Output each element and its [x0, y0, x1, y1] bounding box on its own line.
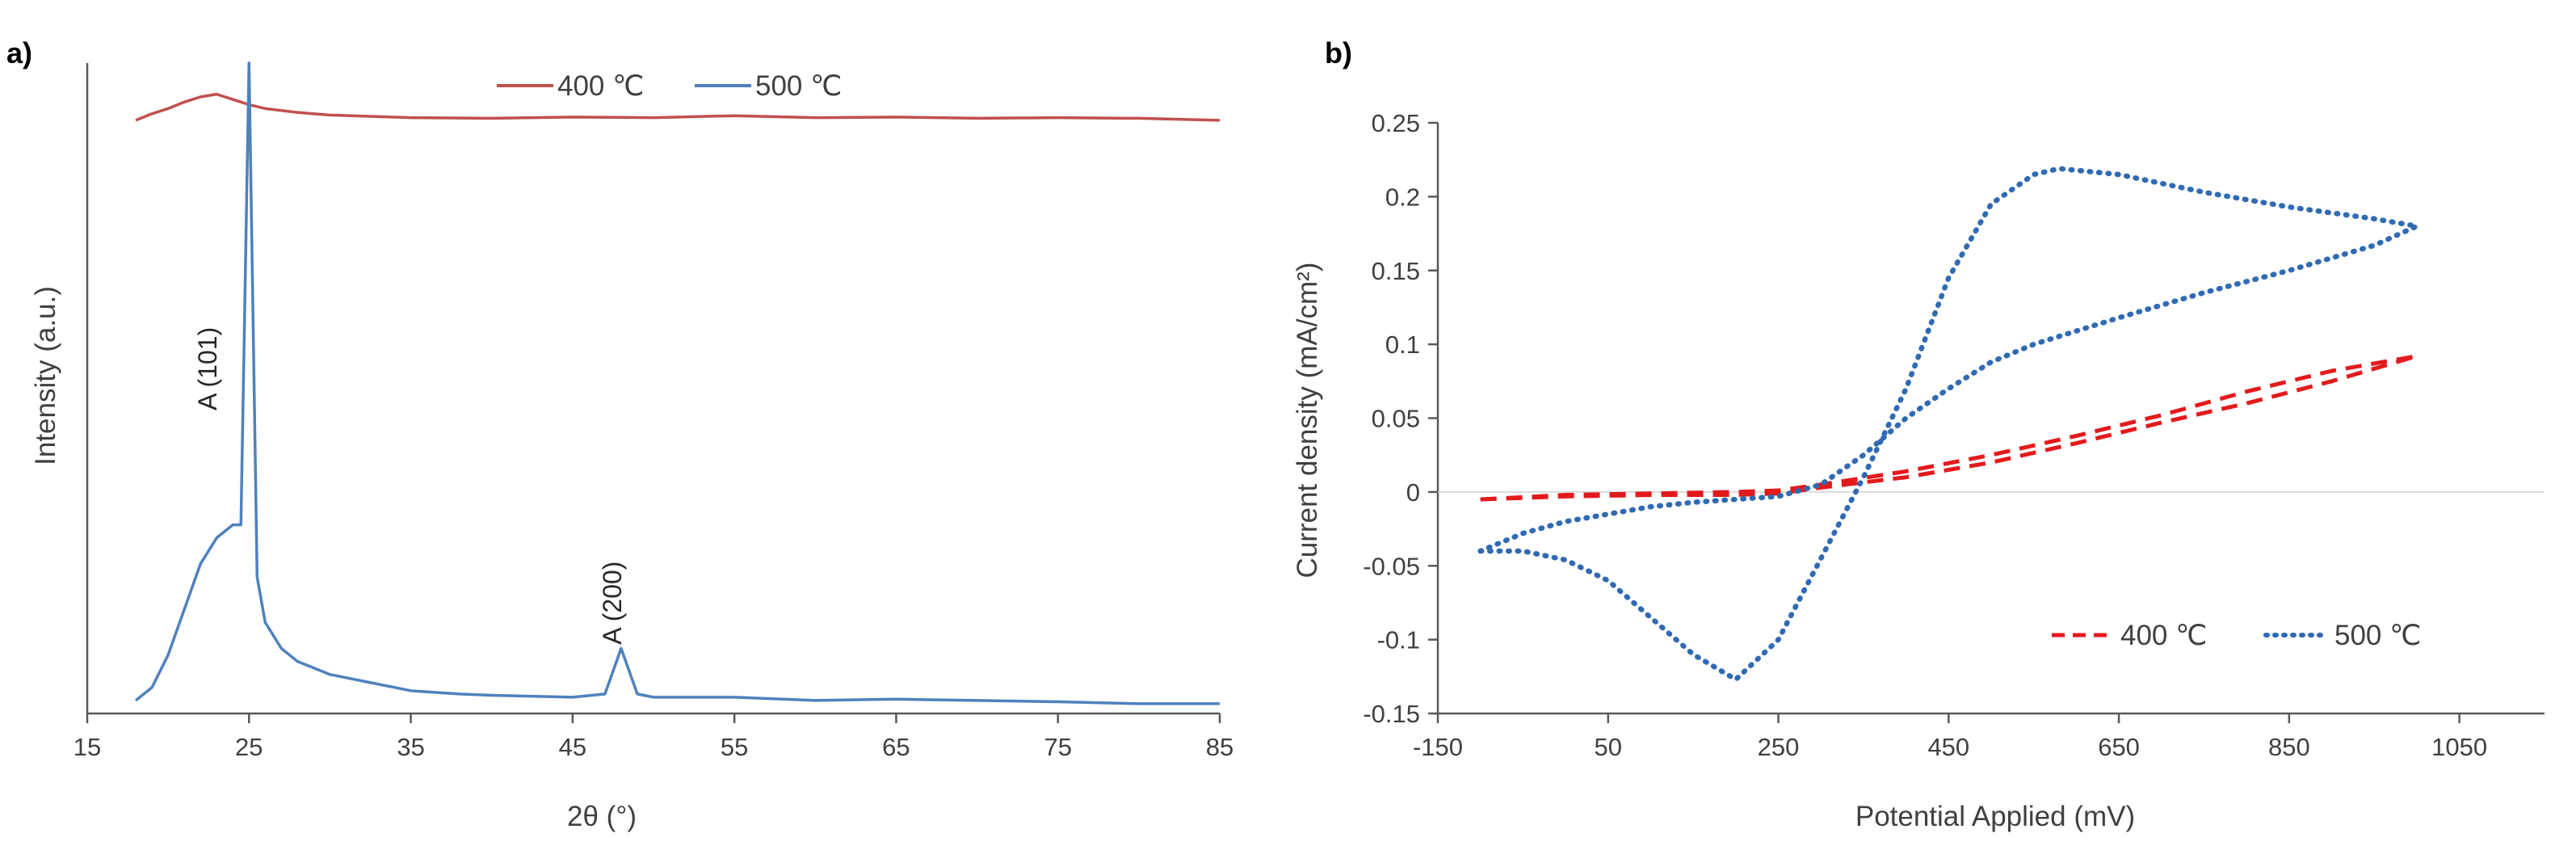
panel-b-y-title: Current density (mA/cm²) — [1292, 263, 1323, 579]
panel-b-x-tick-label: 1050 — [2431, 733, 2487, 761]
panel-b-x-tick-label: 50 — [1595, 733, 1622, 761]
panel-a-x-tick-label: 25 — [235, 733, 263, 761]
panel-a-x-tick-label: 75 — [1044, 733, 1071, 761]
legend-b-400-label: 400 ℃ — [2120, 620, 2207, 651]
panel-a-x-tick-label: 45 — [559, 733, 586, 761]
panel-b-y-tick-label: 0.2 — [1385, 183, 1420, 211]
panel-b-y-tick-label: 0 — [1406, 478, 1420, 507]
panel-b-label: b) — [1325, 36, 1352, 69]
panel-a-x-title: 2θ (°) — [567, 801, 637, 832]
panel-b-y-tick-label: 0.25 — [1372, 109, 1420, 137]
panel-a-series-line-1 — [134, 61, 1220, 705]
panel-b-y-tick-label: -0.05 — [1363, 552, 1420, 580]
legend-b-500-label: 500 ℃ — [2334, 620, 2421, 651]
legend-a-500-label: 500 ℃ — [755, 70, 842, 102]
panel-a-annotation: A (101) — [193, 327, 222, 410]
panel-b-y-tick-label: 0.15 — [1372, 257, 1420, 285]
panel-a-x-tick-label: 65 — [882, 733, 910, 761]
legend-a-400-label: 400 ℃ — [557, 70, 644, 102]
panel-b-x-tick-label: 250 — [1758, 733, 1800, 761]
panel-a-x-tick-label: 55 — [721, 733, 748, 761]
panel-b-series-line-0 — [1480, 354, 2419, 502]
panel-b-y-tick-label: 0.05 — [1372, 405, 1420, 433]
panel-a-annotation: A (200) — [598, 562, 627, 645]
panel-a-x-tick-label: 15 — [74, 733, 101, 761]
panel-a-series — [134, 61, 1221, 705]
panel-a-x-tick-label: 35 — [397, 733, 424, 761]
panel-b-x-tick-label: 650 — [2098, 733, 2140, 761]
panel-b-series — [1477, 166, 2420, 683]
panel-b-y-tick-label: -0.1 — [1377, 626, 1420, 654]
panel-a-y-title: Intensity (a.u.) — [30, 286, 61, 465]
panel-b-x-tick-label: 850 — [2268, 733, 2310, 761]
panel-b-series-line-1 — [1477, 166, 2420, 683]
panel-a-series-line-0 — [135, 92, 1221, 122]
panel-b-y-tick-label: -0.15 — [1363, 700, 1420, 728]
panel-b-legend: 400 ℃ 500 ℃ — [2052, 620, 2421, 651]
panel-b-x-title: Potential Applied (mV) — [1855, 801, 2135, 832]
panel-b-x-tick-label: -150 — [1413, 733, 1463, 761]
panel-a-x-ticks: 15 25 35 45 55 65 75 85 — [74, 713, 1233, 761]
panel-a-x-tick-label: 85 — [1206, 733, 1233, 761]
panel-b-ticks: 0.25 0.2 0.15 0.1 0.05 0 -0.05 -0.1 -0.15 -150 50 2… — [1363, 109, 2544, 761]
panel-a-annotations: A (101) A (200) — [193, 327, 627, 645]
panel-a-legend: 400 ℃ 500 ℃ — [497, 70, 842, 102]
panel-b-x-tick-label: 450 — [1927, 733, 1969, 761]
panel-a-label: a) — [6, 36, 32, 69]
panel-b-y-tick-label: 0.1 — [1385, 330, 1420, 359]
